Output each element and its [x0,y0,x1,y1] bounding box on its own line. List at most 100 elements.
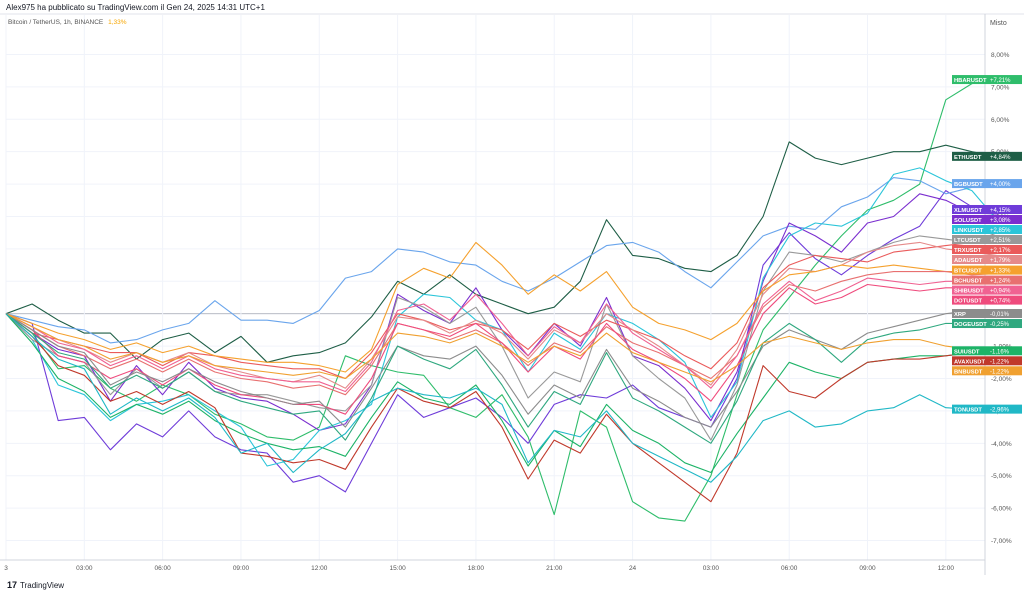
series-line-trxusdt[interactable] [5,241,999,380]
series-tag-linkusdt[interactable] [952,225,988,234]
tradingview-logo-icon: 17 [7,580,18,590]
series-tag-name: LTCUSDT [954,238,981,244]
series-tag-change-box [988,151,1022,161]
series-tag-hbarusdt[interactable] [952,75,988,85]
y-tick-label: -5,00% [991,473,1012,480]
series-tag-change-box [988,356,1022,366]
x-tick-label: 06:00 [781,565,798,572]
series-tag-change: +4,15% [990,208,1011,214]
series-tag-suiusdt[interactable] [952,346,988,356]
series-tag-xlmusdt[interactable] [952,205,988,214]
y-tick-label: 8,00% [991,52,1010,59]
series-line-dogeusdt[interactable] [5,313,999,444]
series-line-bgbusdt[interactable] [5,177,999,344]
y-tick-label: -4,00% [991,441,1012,448]
series-tag-change-box [988,265,1022,275]
x-tick-label: 15:00 [389,565,406,572]
series-tag-name: SHIBUSDT [954,289,984,295]
series-tag-change: -1,22% [990,359,1010,365]
series-tag-change: -1,22% [990,369,1010,375]
series-line-bnbusdt[interactable] [5,313,999,383]
brand-name: TradingView [20,580,65,590]
series-tag-change-box [988,179,1022,189]
series-line-dotusdt[interactable] [5,283,999,415]
series-tag-change: +1,33% [990,269,1011,275]
x-tick-label: 24 [629,565,637,572]
series-tag-change-box [988,275,1022,285]
series-tag-name: TRXUSDT [954,248,982,254]
series-tag-bnbusdt[interactable] [952,366,988,376]
series-tag-change-box [988,319,1022,329]
series-tag-change-box [988,215,1022,224]
series-tag-change-box [988,245,1022,254]
series-tag-tonusdt[interactable] [952,404,988,414]
series-tag-name: ETHUSDT [954,155,982,161]
x-tick-label: 03:00 [76,565,93,572]
series-tag-change: +3,08% [990,218,1011,224]
series-tag-change-box [988,205,1022,214]
series-tag-name: AVAXUSDT [954,359,985,365]
series-line-xlmusdt[interactable] [5,190,999,493]
series-line-hbarusdt[interactable] [5,79,999,522]
axis-mode-label[interactable]: Misto [990,20,1007,27]
series-tag-name: SOLUSDT [954,218,982,224]
series-tag-name: DOGEUSDT [954,322,987,328]
x-tick-label: 3 [4,565,8,572]
x-tick-label: 21:00 [546,565,563,572]
series-tag-btcusdt[interactable] [952,265,988,275]
series-tag-change-box [988,346,1022,356]
series-line-xrp[interactable] [5,309,999,428]
series-line-shibusdt[interactable] [5,277,999,393]
series-tag-name: DOTUSDT [954,299,982,305]
x-tick-label: 12:00 [311,565,328,572]
series-tag-change-box [988,255,1022,264]
series-tag-trxusdt[interactable] [952,245,988,254]
series-tag-name: BNBUSDT [954,369,983,375]
series-tag-ltcusdt[interactable] [952,235,988,244]
symbol-name: Bitcoin / TetherUS, 1h, BINANCE [8,19,104,26]
series-tag-change: +4,84% [990,155,1011,161]
y-tick-label: 7,00% [991,84,1010,91]
y-tick-label: 6,00% [991,117,1010,124]
series-tag-bgbusdt[interactable] [952,179,988,189]
series-tag-name: SUIUSDT [954,349,980,355]
x-tick-label: 18:00 [468,565,485,572]
series-line-ltcusdt[interactable] [5,231,999,441]
series-tag-name: HBARUSDT [954,78,987,84]
symbol-change: 1,33% [108,19,127,26]
y-tick-label: -7,00% [991,538,1012,545]
tradingview-brand[interactable]: 17 TradingView [7,580,64,590]
series-tag-name: LINKUSDT [954,228,984,234]
series-tag-ethusdt[interactable] [952,151,988,161]
series-tag-adausdt[interactable] [952,255,988,264]
series-tag-bchusdt[interactable] [952,275,988,285]
series-line-ethusdt[interactable] [5,141,999,363]
series-tag-name: BCHUSDT [954,279,983,285]
series-tag-name: BGBUSDT [954,182,983,188]
publish-caption: Alex975 ha pubblicato su TradingView.com… [6,3,265,12]
series-line-btcusdt[interactable] [5,241,999,373]
series-tag-name: TONUSDT [954,408,982,414]
series-tag-xrp[interactable] [952,309,988,319]
series-tag-change: +1,79% [990,258,1011,264]
symbol-legend[interactable]: Bitcoin / TetherUS, 1h, BINANCE 1,33% [8,19,127,26]
series-tag-change: +4,00% [990,182,1011,188]
x-tick-label: 06:00 [154,565,171,572]
series-line-suiusdt[interactable] [5,313,999,474]
series-tag-change-box [988,235,1022,244]
series-tag-name: ADAUSDT [954,258,983,264]
series-line-adausdt[interactable] [5,241,999,389]
series-line-tonusdt[interactable] [5,313,999,483]
series-tag-change: +2,85% [990,228,1011,234]
series-tag-change: +0,74% [990,299,1011,305]
series-tag-solusdt[interactable] [952,215,988,224]
series-tag-change-box [988,404,1022,414]
series-tag-dogeusdt[interactable] [952,319,988,329]
series-tag-avaxusdt[interactable] [952,356,988,366]
series-line-avaxusdt[interactable] [5,313,999,503]
y-tick-label: -6,00% [991,506,1012,513]
series-tag-dotusdt[interactable] [952,295,988,305]
series-tag-shibusdt[interactable] [952,285,988,295]
series-tag-change-box [988,225,1022,234]
